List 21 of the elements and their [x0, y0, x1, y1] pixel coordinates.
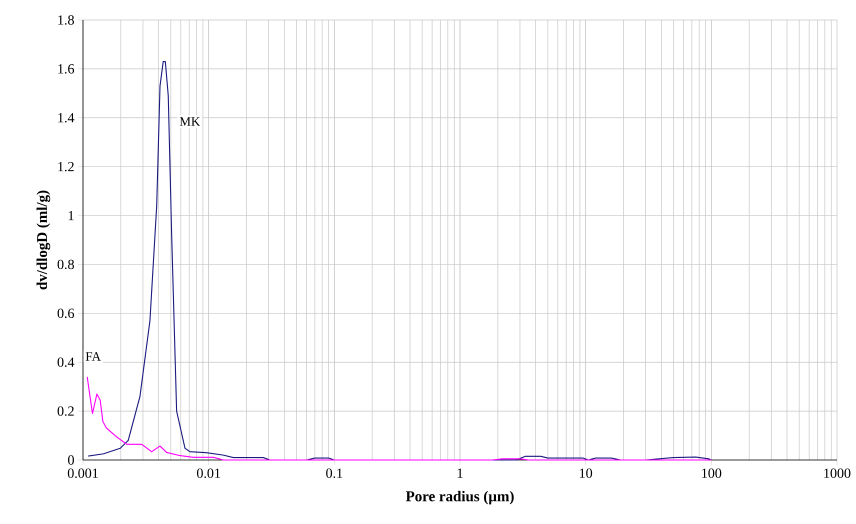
y-tick-label: 0.6: [58, 308, 74, 318]
y-tick-label: 1: [68, 210, 74, 220]
x-tick-label: 0.01: [196, 468, 220, 478]
x-tick-label: 0.1: [326, 468, 342, 478]
y-tick-label: 0.8: [58, 260, 74, 270]
x-tick-label: 100: [702, 468, 722, 478]
y-tick-label: 0.4: [58, 357, 74, 367]
y-tick-label: 1.4: [58, 113, 74, 122]
y-tick-label: 0: [68, 455, 74, 465]
x-tick-label: 1000: [824, 468, 850, 478]
x-tick-label: 0.001: [68, 468, 98, 478]
x-tick-label: 1: [458, 468, 463, 478]
y-axis-title: dv/dlogD (ml/g): [36, 190, 50, 290]
x-tick-label: 10: [580, 468, 592, 478]
x-axis-title: Pore radius (µm): [406, 490, 514, 504]
y-tick-label: 1.8: [58, 15, 74, 25]
y-tick-label: 0.2: [58, 406, 74, 416]
series-label: MK: [180, 117, 200, 126]
y-tick-label: 1.6: [58, 64, 74, 74]
y-tick-label: 1.2: [58, 162, 74, 172]
series-label: FA: [86, 352, 101, 361]
